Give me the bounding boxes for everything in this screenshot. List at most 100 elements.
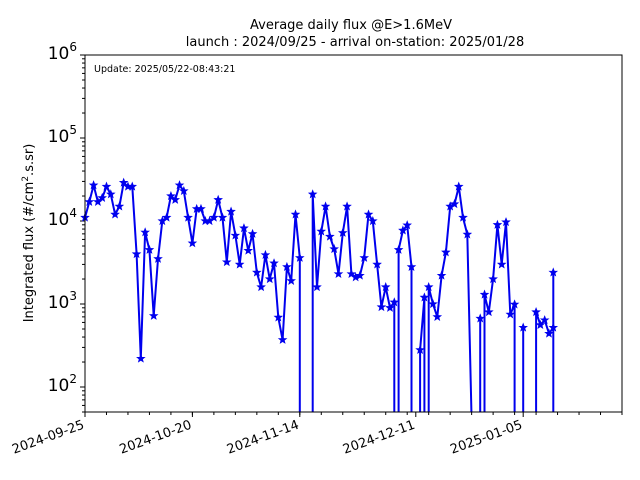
y-tick-label: 105 bbox=[48, 123, 77, 147]
y-tick-label: 102 bbox=[48, 372, 77, 396]
data-point bbox=[97, 192, 107, 202]
data-point bbox=[136, 353, 146, 363]
data-point bbox=[273, 312, 284, 322]
data-point bbox=[428, 298, 438, 309]
data-point bbox=[307, 189, 318, 199]
data-point bbox=[243, 245, 254, 255]
data-point bbox=[398, 225, 408, 235]
data-point bbox=[488, 273, 498, 284]
x-tick-label: 2025-01-05 bbox=[448, 418, 524, 458]
x-tick-label: 2024-09-25 bbox=[10, 418, 86, 458]
data-point bbox=[458, 212, 468, 222]
x-tick-label: 2024-11-14 bbox=[225, 418, 301, 458]
data-point bbox=[393, 244, 404, 254]
y-tick-label: 103 bbox=[48, 289, 77, 313]
data-point bbox=[406, 261, 417, 271]
data-point bbox=[432, 311, 443, 321]
data-point bbox=[453, 181, 464, 191]
data-point bbox=[363, 209, 374, 219]
data-point bbox=[385, 302, 395, 312]
data-point bbox=[247, 228, 258, 238]
data-point bbox=[505, 309, 516, 319]
data-point bbox=[535, 319, 546, 329]
data-point bbox=[333, 268, 344, 279]
data-point bbox=[174, 180, 185, 190]
data-point bbox=[441, 247, 451, 257]
y-axis-label: Integrated flux (#/cm2.s.sr) bbox=[21, 144, 37, 323]
y-tick-label: 106 bbox=[48, 40, 77, 64]
data-point bbox=[539, 315, 550, 325]
data-point bbox=[492, 219, 503, 229]
data-point bbox=[196, 203, 206, 213]
data-point bbox=[355, 270, 365, 280]
data-point bbox=[342, 201, 352, 211]
x-tick-label: 2024-10-20 bbox=[118, 418, 194, 458]
data-point bbox=[282, 261, 292, 271]
data-point bbox=[166, 190, 176, 201]
data-point bbox=[548, 322, 559, 332]
data-point bbox=[209, 212, 219, 222]
data-point bbox=[368, 215, 378, 226]
x-axis: 2024-09-25 2024-10-20 2024-11-14 2024-12-11… bbox=[10, 412, 623, 458]
data-point bbox=[372, 259, 382, 269]
data-point bbox=[376, 301, 387, 312]
data-point bbox=[277, 334, 288, 344]
y-axis: 102 103 104 105 106 bbox=[48, 40, 85, 413]
data-point bbox=[153, 253, 163, 263]
data-point bbox=[101, 181, 112, 191]
data-point bbox=[475, 313, 486, 323]
data-point bbox=[531, 307, 541, 317]
chart-title: Average daily flux @E>1.6MeV bbox=[250, 18, 452, 33]
data-point bbox=[423, 282, 434, 292]
data-point bbox=[144, 244, 155, 254]
data-point bbox=[127, 181, 138, 191]
data-point bbox=[419, 292, 430, 302]
data-point bbox=[402, 220, 412, 230]
data-point bbox=[380, 282, 391, 292]
data-point bbox=[415, 344, 425, 354]
data-point bbox=[337, 227, 348, 237]
data-point bbox=[449, 199, 460, 209]
data-point bbox=[221, 257, 232, 267]
data-point bbox=[110, 209, 120, 219]
data-point bbox=[496, 259, 507, 269]
data-point bbox=[148, 310, 159, 320]
data-point bbox=[462, 229, 473, 239]
x-tick-label: 2024-12-11 bbox=[341, 418, 417, 458]
data-point bbox=[325, 231, 335, 241]
data-point bbox=[170, 194, 181, 204]
plot-area bbox=[85, 55, 622, 412]
data-point bbox=[518, 322, 528, 332]
flux-series bbox=[80, 177, 559, 412]
data-point bbox=[161, 212, 172, 222]
data-point bbox=[183, 212, 193, 222]
data-point bbox=[509, 299, 520, 309]
data-point bbox=[105, 189, 116, 199]
data-point bbox=[290, 209, 301, 219]
data-point bbox=[286, 275, 296, 285]
data-point bbox=[295, 252, 305, 262]
data-point bbox=[118, 177, 129, 187]
data-point bbox=[389, 297, 400, 307]
data-point bbox=[239, 223, 249, 233]
data-point bbox=[131, 249, 142, 259]
data-point bbox=[230, 230, 241, 240]
data-point bbox=[329, 243, 339, 254]
data-point bbox=[269, 258, 279, 268]
data-point bbox=[217, 212, 228, 222]
data-point bbox=[479, 289, 490, 299]
data-point bbox=[88, 180, 99, 190]
data-point bbox=[501, 217, 511, 227]
data-point bbox=[179, 185, 189, 196]
chart-subtitle: launch : 2024/09/25 - arrival on-station… bbox=[186, 35, 524, 50]
y-tick-label: 104 bbox=[48, 206, 77, 230]
update-annotation: Update: 2025/05/22-08:43:21 bbox=[94, 64, 235, 75]
data-point bbox=[252, 267, 262, 277]
data-point bbox=[436, 270, 447, 280]
data-point bbox=[359, 252, 370, 262]
data-point bbox=[544, 328, 554, 338]
data-point bbox=[256, 282, 266, 292]
data-point bbox=[84, 196, 95, 206]
data-point bbox=[260, 249, 271, 260]
data-point bbox=[484, 307, 494, 317]
